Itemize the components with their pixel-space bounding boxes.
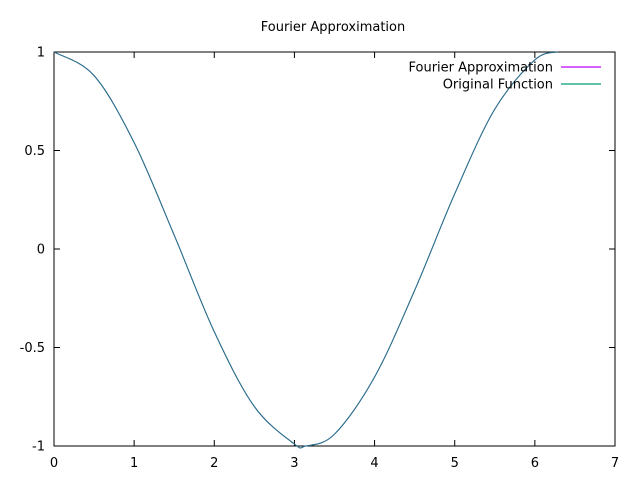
y-tick-label: 0.5 (24, 144, 45, 159)
x-tick-label: 5 (451, 456, 459, 471)
series-line-fourier-approximation (53, 51, 558, 449)
x-tick-label: 0 (50, 456, 58, 471)
y-tick-label: -1 (32, 440, 45, 455)
x-tick-label: 1 (130, 456, 138, 471)
legend-label: Fourier Approximation (409, 61, 554, 76)
chart-title: Fourier Approximation (261, 20, 406, 35)
x-tick-label: 2 (210, 456, 218, 471)
y-tick-label: 0 (37, 243, 45, 258)
y-axis: -1 -0.5 0 0.5 1 (20, 46, 615, 455)
legend-label: Original Function (443, 78, 553, 93)
series-line-original-function (53, 51, 558, 449)
x-tick-label: 3 (290, 456, 298, 471)
series-layer (53, 51, 558, 449)
y-tick-label: -0.5 (20, 341, 45, 356)
y-tick-label: 1 (37, 46, 45, 61)
x-tick-label: 7 (611, 456, 619, 471)
x-tick-label: 6 (531, 456, 539, 471)
x-axis: 0 1 2 3 4 5 6 7 (50, 52, 619, 471)
x-tick-label: 4 (370, 456, 378, 471)
plot-border (53, 51, 616, 447)
legend: Fourier Approximation Original Function (409, 61, 601, 93)
